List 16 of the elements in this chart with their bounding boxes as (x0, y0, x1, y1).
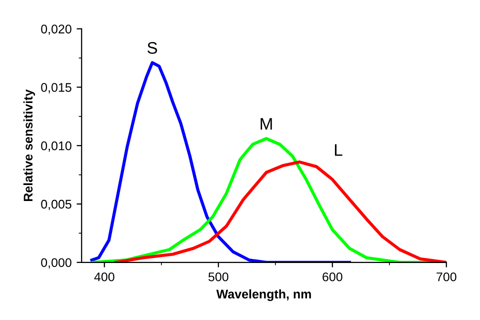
series-label: L (334, 144, 342, 156)
x-tick-label: 600 (322, 272, 342, 282)
series-label: S (147, 42, 158, 54)
y-tick-label: 0,015 (41, 83, 72, 94)
x-axis-title: Wavelength, nm (216, 289, 311, 302)
y-tick-label: 0,010 (41, 141, 72, 152)
line-series (90, 61, 352, 262)
y-axis-title: Relative sensitivity (23, 89, 36, 202)
line-series (114, 160, 446, 262)
x-tick-label: 700 (436, 272, 456, 282)
series-label: M (260, 118, 272, 130)
y-tick-label: 0,020 (41, 24, 72, 35)
x-tick-label: 500 (208, 272, 228, 282)
y-tick-label: 0,005 (41, 200, 72, 210)
y-tick-label: 0,000 (41, 258, 72, 269)
x-tick-label: 400 (94, 272, 114, 282)
